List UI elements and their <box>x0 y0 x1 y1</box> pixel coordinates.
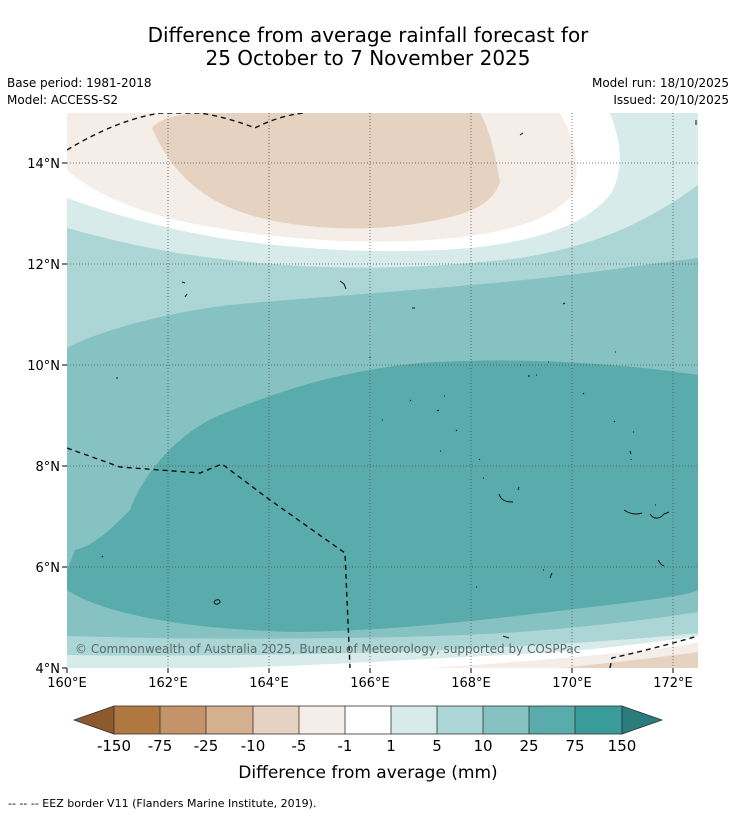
issued-date: Issued: 20/10/2025 <box>613 93 729 107</box>
colorbar-segment <box>437 706 483 734</box>
colorbar-label: 1 <box>386 737 396 755</box>
colorbar-segment <box>114 706 160 734</box>
colorbar-segment <box>575 706 622 734</box>
lon-label-166e: 166°E <box>350 676 390 691</box>
colorbar-title: Difference from average (mm) <box>238 763 497 783</box>
lon-tick-marks <box>66 668 674 673</box>
lon-label-172e: 172°E <box>653 676 693 691</box>
lat-label-14n: 14°N <box>27 157 60 172</box>
colorbar-segment <box>529 706 575 734</box>
lat-label-4n: 4°N <box>36 662 61 677</box>
model-name: Model: ACCESS-S2 <box>7 93 119 107</box>
colorbar-arrow-right <box>621 705 664 735</box>
colorbar-label: -5 <box>292 737 307 755</box>
lat-label-8n: 8°N <box>36 460 61 475</box>
colorbar-segment <box>299 706 345 734</box>
lat-tick-marks <box>62 162 67 669</box>
colorbar-label: 150 <box>608 737 637 755</box>
colorbar-segment <box>206 706 253 734</box>
map-gridlines <box>67 113 698 668</box>
colorbar-label: -75 <box>148 737 173 755</box>
colorbar-segment <box>253 706 299 734</box>
colorbar-frame <box>113 705 623 735</box>
map-title-line2: 25 October to 7 November 2025 <box>205 46 531 70</box>
islands <box>101 120 697 639</box>
colorbar-label: 75 <box>565 737 584 755</box>
colorbar-segment <box>160 706 206 734</box>
colorbar-arrow-left <box>72 705 115 735</box>
copyright-text: © Commonwealth of Australia 2025, Bureau… <box>75 642 580 656</box>
contour-band-dry-north <box>152 113 500 229</box>
colorbar-segment <box>345 706 391 734</box>
model-run-date: Model run: 18/10/2025 <box>591 76 729 90</box>
lon-label-160e: 160°E <box>47 676 87 691</box>
colorbar-label: -10 <box>241 737 266 755</box>
lon-label-162e: 162°E <box>148 676 188 691</box>
colorbar-segment <box>391 706 437 734</box>
colorbar-label: -150 <box>97 737 131 755</box>
anomaly-contours <box>67 113 698 668</box>
lat-label-10n: 10°N <box>27 359 60 374</box>
colorbar-label: -25 <box>194 737 219 755</box>
colorbar-label: -1 <box>338 737 353 755</box>
contour-band-dry-south <box>560 652 698 668</box>
lat-label-6n: 6°N <box>36 561 61 576</box>
eez-borders <box>67 113 698 668</box>
base-period: Base period: 1981-2018 <box>7 76 152 90</box>
map-title-line1: Difference from average rainfall forecas… <box>147 23 589 47</box>
lat-label-12n: 12°N <box>27 258 60 273</box>
colorbar-label: 5 <box>432 737 442 755</box>
lon-label-164e: 164°E <box>249 676 289 691</box>
colorbar <box>72 705 664 735</box>
lon-label-168e: 168°E <box>451 676 491 691</box>
colorbar-label: 25 <box>519 737 538 755</box>
eez-footnote: -- -- -- EEZ border V11 (Flanders Marine… <box>8 797 317 810</box>
colorbar-segment <box>483 706 529 734</box>
lon-label-170e: 170°E <box>552 676 592 691</box>
colorbar-label: 10 <box>473 737 492 755</box>
